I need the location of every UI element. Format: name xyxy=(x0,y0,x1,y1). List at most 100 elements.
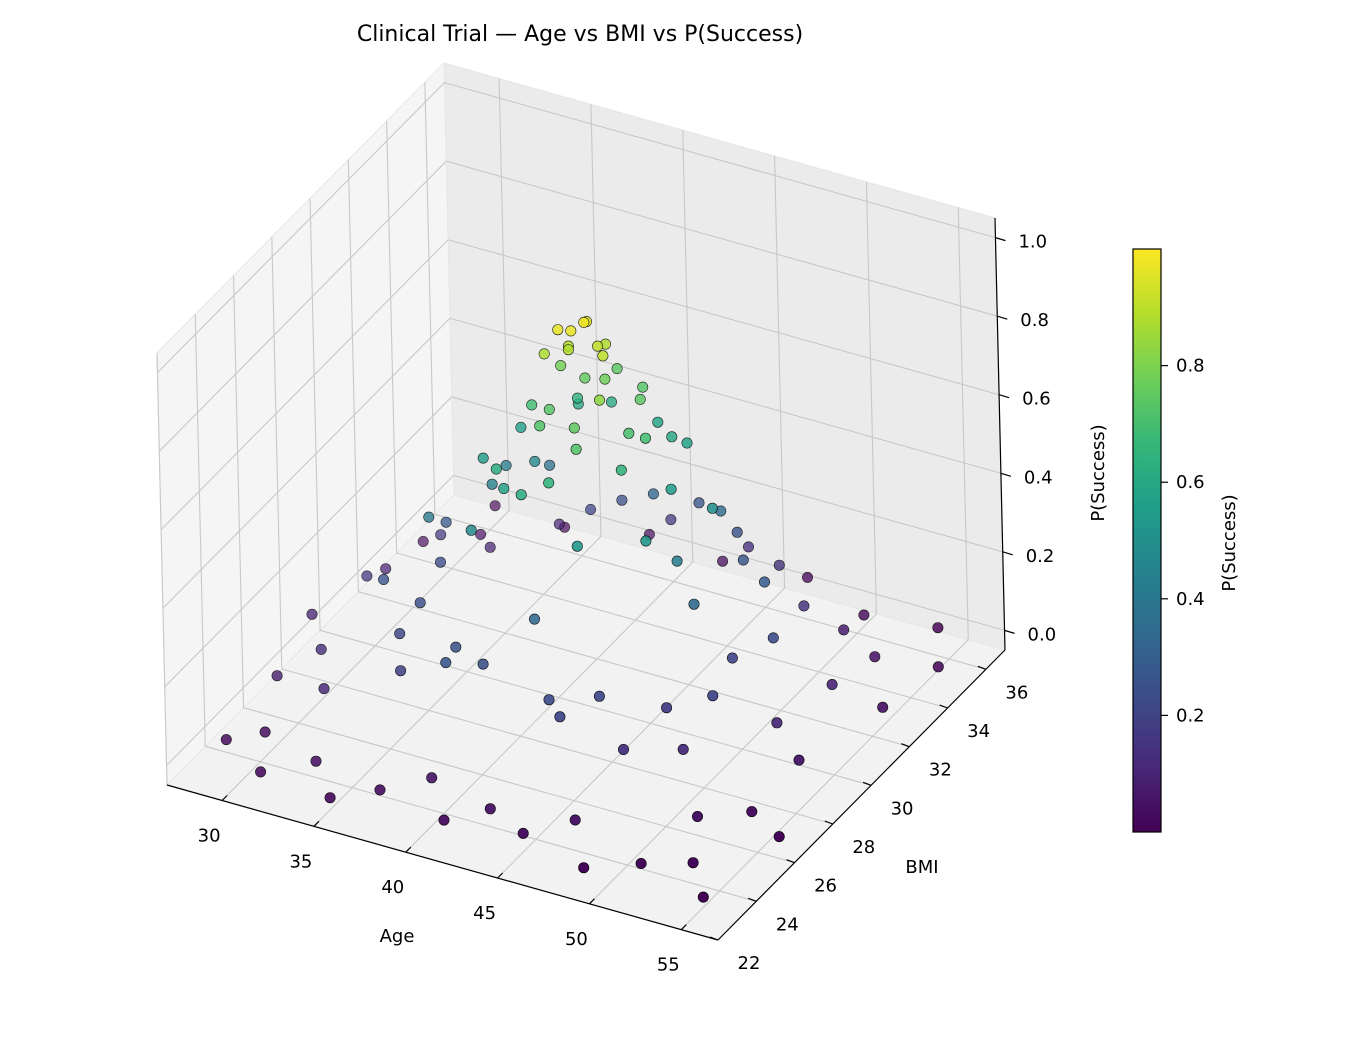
data-point[interactable] xyxy=(555,360,567,372)
data-point[interactable] xyxy=(691,810,703,822)
data-point[interactable] xyxy=(500,459,512,471)
data-point[interactable] xyxy=(465,524,477,536)
data-point[interactable] xyxy=(838,624,850,636)
data-point[interactable] xyxy=(758,576,770,588)
data-point[interactable] xyxy=(611,363,623,375)
data-point[interactable] xyxy=(484,541,496,553)
data-point[interactable] xyxy=(793,754,805,766)
data-point[interactable] xyxy=(438,814,450,826)
data-point[interactable] xyxy=(544,459,556,471)
data-point[interactable] xyxy=(318,683,330,695)
data-point[interactable] xyxy=(707,690,719,702)
data-point[interactable] xyxy=(623,427,635,439)
data-point[interactable] xyxy=(450,641,462,653)
data-point[interactable] xyxy=(639,432,651,444)
data-point[interactable] xyxy=(717,555,729,567)
data-point[interactable] xyxy=(617,743,629,755)
data-point[interactable] xyxy=(869,651,881,663)
data-point[interactable] xyxy=(661,702,673,714)
data-point[interactable] xyxy=(259,726,271,738)
data-point[interactable] xyxy=(605,396,617,408)
data-point[interactable] xyxy=(526,399,538,411)
data-point[interactable] xyxy=(932,661,944,673)
data-point[interactable] xyxy=(687,857,699,869)
data-point[interactable] xyxy=(220,734,232,746)
data-point[interactable] xyxy=(414,597,426,609)
data-point[interactable] xyxy=(693,497,705,509)
data-point[interactable] xyxy=(681,437,693,449)
data-point[interactable] xyxy=(515,421,527,433)
data-point[interactable] xyxy=(417,535,429,547)
data-point[interactable] xyxy=(585,503,597,515)
data-point[interactable] xyxy=(726,652,738,664)
data-point[interactable] xyxy=(426,772,438,784)
data-point[interactable] xyxy=(932,622,944,634)
data-point[interactable] xyxy=(440,516,452,528)
data-point[interactable] xyxy=(310,755,322,767)
data-point[interactable] xyxy=(615,464,627,476)
data-point[interactable] xyxy=(637,381,649,393)
data-point[interactable] xyxy=(635,857,647,869)
data-point[interactable] xyxy=(440,657,452,669)
data-point[interactable] xyxy=(515,489,527,501)
data-point[interactable] xyxy=(593,690,605,702)
data-point[interactable] xyxy=(498,482,510,494)
data-point[interactable] xyxy=(378,573,390,585)
data-point[interactable] xyxy=(571,540,583,552)
data-point[interactable] xyxy=(543,477,555,489)
data-point[interactable] xyxy=(475,528,487,540)
data-point[interactable] xyxy=(706,502,718,514)
data-point[interactable] xyxy=(484,803,496,815)
data-point[interactable] xyxy=(634,393,646,405)
data-point[interactable] xyxy=(652,416,664,428)
data-point[interactable] xyxy=(315,643,327,655)
data-point[interactable] xyxy=(579,372,591,384)
data-point[interactable] xyxy=(489,500,501,512)
data-point[interactable] xyxy=(746,806,758,818)
data-point[interactable] xyxy=(801,571,813,583)
data-point[interactable] xyxy=(688,598,700,610)
data-point[interactable] xyxy=(534,420,546,432)
data-point[interactable] xyxy=(877,701,889,713)
data-point[interactable] xyxy=(490,463,502,475)
data-point[interactable] xyxy=(578,316,590,328)
data-point[interactable] xyxy=(771,717,783,729)
data-point[interactable] xyxy=(423,511,435,523)
data-point[interactable] xyxy=(665,483,677,495)
data-point[interactable] xyxy=(543,403,555,415)
data-point[interactable] xyxy=(593,394,605,406)
data-point[interactable] xyxy=(737,554,749,566)
data-point[interactable] xyxy=(665,514,677,526)
data-point[interactable] xyxy=(858,609,870,621)
data-point[interactable] xyxy=(677,743,689,755)
data-point[interactable] xyxy=(477,658,489,670)
data-point[interactable] xyxy=(742,541,754,553)
data-point[interactable] xyxy=(255,766,267,778)
data-point[interactable] xyxy=(324,792,336,804)
data-point[interactable] xyxy=(361,570,373,582)
data-point[interactable] xyxy=(486,478,498,490)
data-point[interactable] xyxy=(767,632,779,644)
data-point[interactable] xyxy=(671,555,683,567)
data-point[interactable] xyxy=(529,455,541,467)
data-point[interactable] xyxy=(271,670,283,682)
data-point[interactable] xyxy=(374,784,386,796)
data-point[interactable] xyxy=(528,613,540,625)
data-point[interactable] xyxy=(731,526,743,538)
data-point[interactable] xyxy=(568,422,580,434)
data-point[interactable] xyxy=(552,324,564,336)
data-point[interactable] xyxy=(826,678,838,690)
data-point[interactable] xyxy=(597,350,609,362)
data-point[interactable] xyxy=(592,340,604,352)
data-point[interactable] xyxy=(640,535,652,547)
data-point[interactable] xyxy=(538,348,550,360)
data-point[interactable] xyxy=(435,529,447,541)
data-point[interactable] xyxy=(578,862,590,874)
data-point[interactable] xyxy=(569,814,581,826)
data-point[interactable] xyxy=(571,392,583,404)
data-point[interactable] xyxy=(306,608,318,620)
data-point[interactable] xyxy=(517,827,529,839)
data-point[interactable] xyxy=(562,344,574,356)
data-point[interactable] xyxy=(553,518,565,530)
